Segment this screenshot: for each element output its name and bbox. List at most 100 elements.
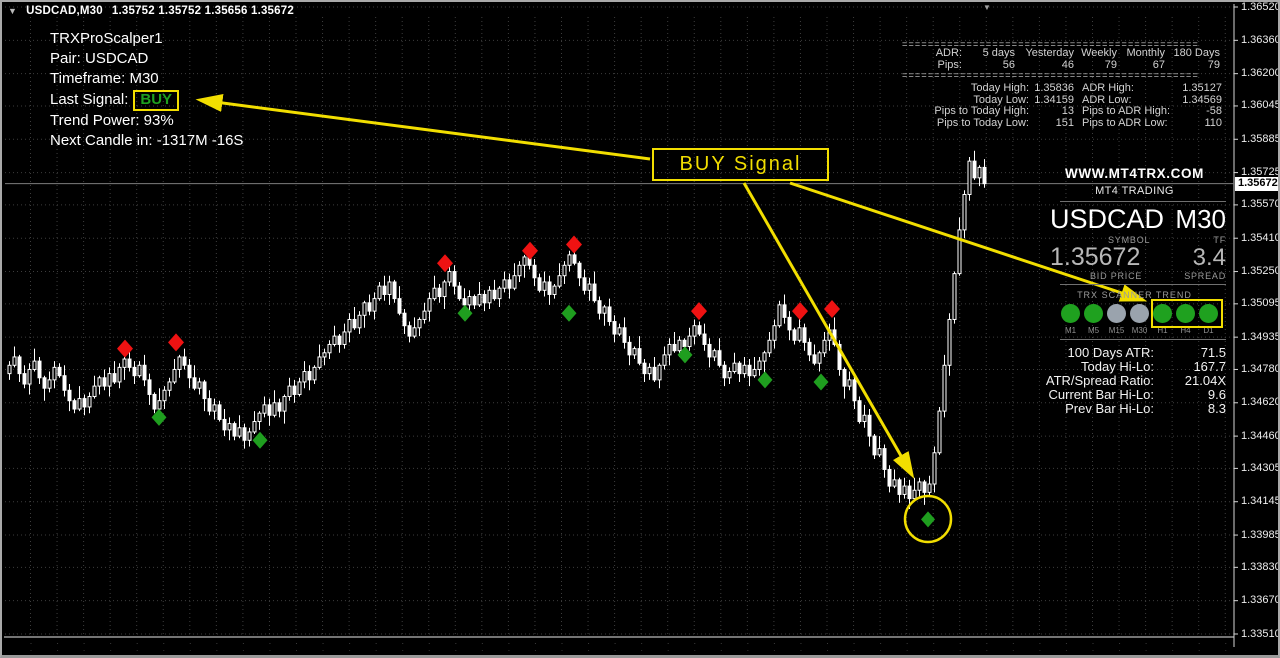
adr-cell: 67: [1152, 58, 1165, 71]
bear-candle: [37, 360, 42, 379]
time-axis-dot: [136, 643, 138, 644]
time-axis-dot: [561, 643, 563, 644]
bull-candle: [422, 310, 427, 320]
scanner-timeframe-D1: D1: [1197, 304, 1220, 335]
time-axis-dot: [1198, 650, 1200, 651]
bear-candle: [577, 262, 582, 279]
bear-candle: [402, 312, 407, 327]
time-axis-dot: [136, 650, 138, 651]
time-axis-dot: [242, 650, 244, 651]
panel-symbol-label: SYMBOL: [1108, 235, 1151, 245]
adr-cell: Today High:: [970, 82, 1029, 94]
bear-candle: [882, 448, 887, 470]
bull-candle: [342, 331, 347, 345]
bear-candle: [842, 368, 847, 387]
bull-candle: [952, 273, 957, 320]
time-axis-dot: [827, 650, 828, 651]
time-axis-dot: [1119, 650, 1121, 651]
chart-shift-marker-icon[interactable]: ▼: [983, 3, 991, 12]
bull-candle: [347, 318, 352, 333]
bull-candle: [52, 366, 57, 381]
bear-candle: [592, 283, 597, 302]
time-axis-dot: [402, 650, 404, 651]
bear-candle: [337, 335, 342, 345]
collapse-triangle-icon[interactable]: ▼: [8, 6, 18, 16]
time-axis-dot: [694, 643, 696, 644]
time-axis-dot: [534, 643, 536, 644]
time-axis-dot: [1172, 643, 1174, 644]
sell-signal-diamond: [792, 302, 808, 321]
adr-cell: Weekly: [1081, 47, 1117, 59]
time-axis-dot: [614, 643, 616, 644]
annotation-arrow[interactable]: [195, 94, 651, 161]
time-axis-dot: [189, 643, 191, 644]
time-axis-dot: [641, 650, 643, 651]
adr-cell: Pips to Today High:: [934, 105, 1029, 117]
annotation-circle[interactable]: [903, 494, 953, 544]
adr-cell: 13: [1061, 105, 1074, 117]
bull-candle: [87, 396, 92, 408]
bull-candle: [302, 371, 307, 383]
bull-candle: [692, 325, 697, 337]
bear-candle: [482, 293, 487, 304]
trend-dot-label: M1: [1064, 326, 1077, 335]
time-axis-dot: [720, 650, 722, 651]
panel-website: WWW.MT4TRX.COM: [1065, 166, 1204, 181]
bull-candle: [732, 362, 737, 373]
time-axis-dot: [614, 650, 616, 651]
current-price-badge: 1.35672: [1235, 176, 1278, 191]
bull-candle: [497, 287, 502, 300]
time-axis-dot: [242, 643, 244, 644]
time-axis-dot: [57, 650, 59, 651]
bear-candle: [642, 362, 647, 375]
price-axis-label: 1.34460: [1241, 429, 1280, 442]
time-axis-dot: [1172, 650, 1174, 651]
adr-cell: Pips:: [937, 58, 962, 71]
bear-candle: [267, 404, 272, 416]
time-axis-dot: [508, 643, 510, 644]
time-axis-dot: [216, 650, 218, 651]
bull-candle: [542, 281, 547, 291]
bear-candle: [532, 264, 537, 279]
stat-row: 100 Days ATR: 71.5: [1042, 346, 1226, 360]
bull-candle: [252, 421, 257, 433]
time-axis-dot: [986, 650, 988, 651]
bear-candle: [207, 398, 212, 412]
time-axis-dot: [906, 650, 908, 651]
bull-candle: [157, 400, 162, 410]
bear-candle: [147, 379, 152, 395]
bull-candle: [752, 368, 757, 377]
bear-candle: [22, 373, 27, 385]
time-axis-dot: [1225, 650, 1227, 651]
buy-signal-diamond: [561, 304, 577, 322]
time-axis-dot: [827, 643, 828, 644]
time-axis-dot: [375, 643, 377, 644]
time-axis-dot: [508, 650, 510, 651]
annotation-arrow[interactable]: [789, 181, 1148, 302]
scanner-timeframe-H4: H4: [1174, 304, 1197, 335]
bear-candle: [872, 435, 877, 456]
bull-candle: [657, 364, 662, 381]
buy-signal-diamond: [921, 511, 935, 528]
bull-candle: [317, 356, 322, 368]
bear-candle: [837, 343, 842, 370]
time-axis-dot: [1012, 650, 1014, 651]
stat-value: 167.7: [1193, 358, 1226, 374]
bull-candle: [862, 414, 867, 423]
price-axis-label: 1.35250: [1241, 265, 1280, 278]
panel-bid-label: BID PRICE: [1090, 271, 1143, 281]
trend-dot-icon: [1084, 304, 1103, 323]
stat-label: 100 Days ATR:: [1067, 345, 1154, 360]
bear-candle: [812, 354, 817, 364]
bull-candle: [762, 352, 767, 362]
bear-candle: [82, 398, 87, 408]
annotation-arrow[interactable]: [742, 182, 915, 479]
buy-signal-annotation[interactable]: BUY Signal: [652, 148, 829, 181]
bull-candle: [212, 404, 217, 412]
bear-candle: [492, 289, 497, 300]
scanner-highlight-box: [1151, 299, 1223, 328]
time-axis-dot: [880, 650, 882, 651]
time-axis-dot: [1012, 643, 1014, 644]
atr-stats-block: 100 Days ATR: 71.5 Today Hi-Lo: 167.7 ATR/Sp…: [1042, 346, 1226, 416]
